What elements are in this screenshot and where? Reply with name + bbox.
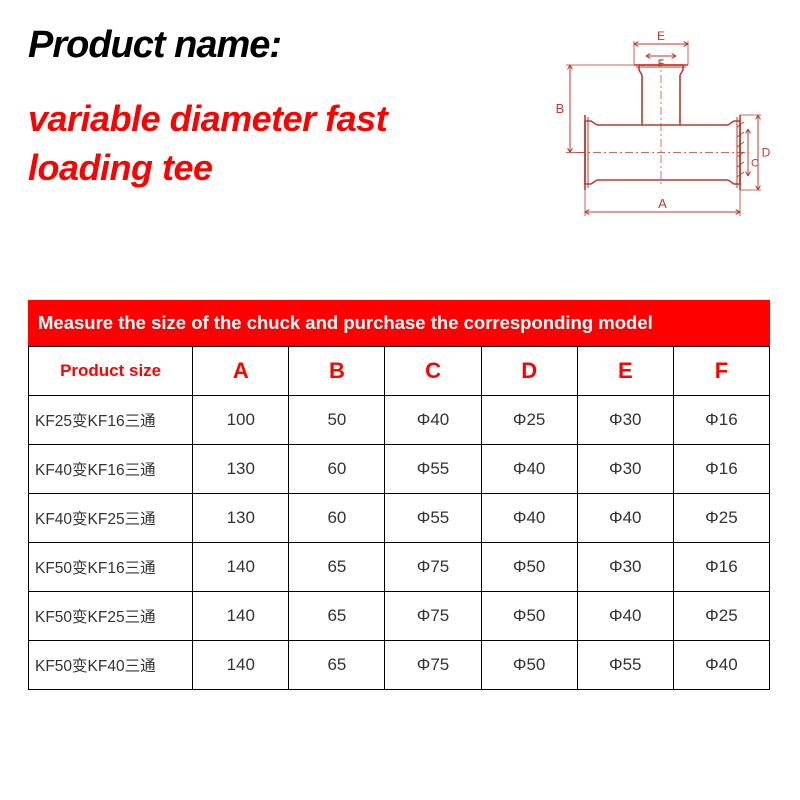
cell-value: Φ50: [481, 543, 577, 592]
table-banner: Measure the size of the chuck and purcha…: [28, 300, 770, 346]
cell-value: 130: [193, 494, 289, 543]
cell-value: Φ55: [385, 445, 481, 494]
product-title: variable diameter fast loading tee: [28, 95, 528, 192]
cell-value: Φ50: [481, 641, 577, 690]
svg-text:E: E: [657, 29, 665, 43]
cell-value: Φ40: [577, 592, 673, 641]
cell-value: 50: [289, 396, 385, 445]
spec-table: Product size A B C D E F KF25变KF16三通1005…: [28, 346, 770, 690]
cell-value: Φ55: [385, 494, 481, 543]
col-header-e: E: [577, 347, 673, 396]
col-header-a: A: [193, 347, 289, 396]
col-header-d: D: [481, 347, 577, 396]
cell-value: 60: [289, 494, 385, 543]
cell-value: Φ40: [385, 396, 481, 445]
cell-product-size: KF40变KF25三通: [29, 494, 193, 543]
cell-value: Φ40: [673, 641, 769, 690]
cell-value: Φ75: [385, 641, 481, 690]
svg-text:A: A: [658, 196, 667, 211]
cell-value: Φ50: [481, 592, 577, 641]
title-line-2: loading tee: [28, 147, 213, 188]
table-body: KF25变KF16三通10050Φ40Φ25Φ30Φ16KF40变KF16三通1…: [29, 396, 770, 690]
cell-product-size: KF50变KF40三通: [29, 641, 193, 690]
cell-value: Φ40: [481, 445, 577, 494]
cell-value: 140: [193, 543, 289, 592]
table-header-row: Product size A B C D E F: [29, 347, 770, 396]
cell-value: Φ16: [673, 543, 769, 592]
table-row: KF40变KF16三通13060Φ55Φ40Φ30Φ16: [29, 445, 770, 494]
cell-value: Φ40: [577, 494, 673, 543]
col-header-b: B: [289, 347, 385, 396]
cell-value: Φ55: [577, 641, 673, 690]
title-line-1: variable diameter fast: [28, 98, 387, 139]
col-header-c: C: [385, 347, 481, 396]
col-header-product-size: Product size: [29, 347, 193, 396]
cell-value: 140: [193, 592, 289, 641]
cell-value: 140: [193, 641, 289, 690]
svg-text:D: D: [762, 146, 770, 160]
table-row: KF50变KF16三通14065Φ75Φ50Φ30Φ16: [29, 543, 770, 592]
col-header-f: F: [673, 347, 769, 396]
spec-table-wrap: Measure the size of the chuck and purcha…: [28, 300, 770, 690]
svg-text:C: C: [751, 158, 759, 170]
cell-value: 60: [289, 445, 385, 494]
cell-value: 130: [193, 445, 289, 494]
cell-value: Φ25: [673, 494, 769, 543]
cell-value: Φ16: [673, 445, 769, 494]
cell-product-size: KF25变KF16三通: [29, 396, 193, 445]
cell-value: Φ25: [481, 396, 577, 445]
table-row: KF50变KF40三通14065Φ75Φ50Φ55Φ40: [29, 641, 770, 690]
cell-value: Φ25: [673, 592, 769, 641]
cell-value: 100: [193, 396, 289, 445]
cell-value: Φ30: [577, 396, 673, 445]
svg-text:B: B: [556, 101, 565, 116]
cell-value: Φ16: [673, 396, 769, 445]
cell-value: Φ30: [577, 543, 673, 592]
tee-diagram: ABEFDC: [530, 20, 770, 230]
cell-value: Φ30: [577, 445, 673, 494]
cell-value: Φ75: [385, 543, 481, 592]
cell-value: 65: [289, 592, 385, 641]
cell-product-size: KF50变KF16三通: [29, 543, 193, 592]
table-row: KF40变KF25三通13060Φ55Φ40Φ40Φ25: [29, 494, 770, 543]
cell-product-size: KF40变KF16三通: [29, 445, 193, 494]
cell-value: Φ40: [481, 494, 577, 543]
cell-product-size: KF50变KF25三通: [29, 592, 193, 641]
table-row: KF25变KF16三通10050Φ40Φ25Φ30Φ16: [29, 396, 770, 445]
cell-value: 65: [289, 543, 385, 592]
table-row: KF50变KF25三通14065Φ75Φ50Φ40Φ25: [29, 592, 770, 641]
cell-value: Φ75: [385, 592, 481, 641]
cell-value: 65: [289, 641, 385, 690]
header-block: Product name: variable diameter fast loa…: [28, 24, 528, 192]
product-name-label: Product name:: [28, 24, 528, 67]
